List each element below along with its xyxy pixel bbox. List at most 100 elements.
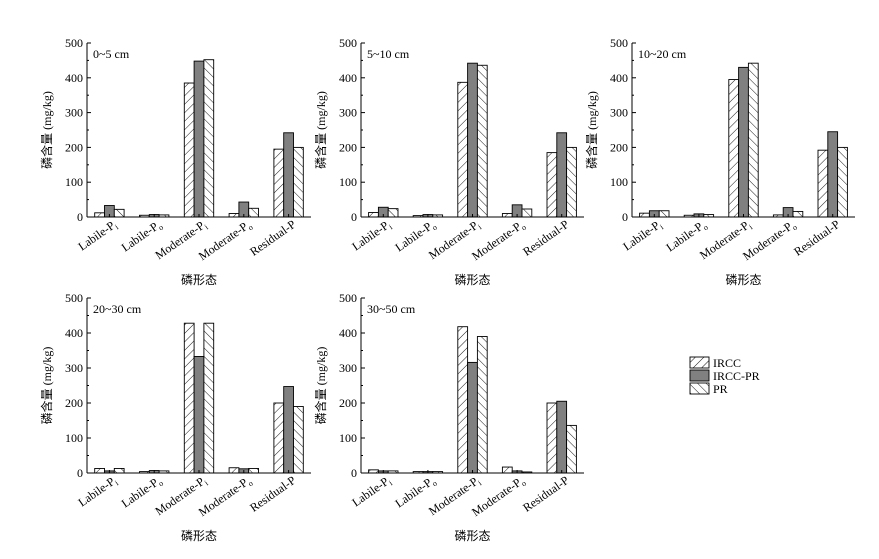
bar-pr-moderate-pi [203,59,215,218]
bar-pr-labile-pi [658,210,670,218]
bar-ircc-residual-p [546,152,558,218]
x-tick-label-subscript: i [203,222,211,231]
bar-ircc-labile-pi [368,212,379,218]
bar-ircc-pr-moderate-pi [738,66,749,218]
x-axis-label: 磷形态 [725,272,761,287]
y-tick-label: 500 [65,291,83,305]
bar-pr-moderate-po [792,210,804,218]
x-tick-label-subscript: o [430,223,438,233]
y-tick-label: 500 [339,36,357,50]
bar-ircc-pr-residual-p [283,386,294,474]
x-tick-label-subscript: o [157,479,165,489]
legend-swatch-ircc-pr [689,369,710,382]
bar-pr-moderate-pi [203,322,215,474]
y-tick-label: 0 [351,466,357,480]
y-axis-label: 磷含量 (mg/kg) [313,347,328,425]
bar-pr-moderate-po [248,207,259,218]
bar-ircc-labile-pi [639,212,650,218]
x-tick-label-subscript: o [701,223,709,233]
x-axis-label: 磷形态 [181,528,217,543]
y-tick-label: 0 [77,210,83,224]
bar-ircc-moderate-pi [183,82,195,218]
x-tick-label-main: Residual-P [520,473,571,515]
y-tick-label: 200 [339,396,357,410]
bar-ircc-residual-p [817,149,829,218]
x-tick-label-main: Residual-P [247,217,298,259]
y-tick-label: 100 [65,431,83,445]
bar-ircc-residual-p [273,402,285,474]
y-tick-label: 0 [622,210,628,224]
legend-swatch-ircc [689,356,710,369]
y-axis-label: 磷含量 (mg/kg) [39,347,54,425]
bar-pr-moderate-pi [476,64,488,218]
bar-pr-moderate-po [248,468,259,474]
bar-pr-residual-p [293,146,304,218]
x-tick-label-subscript: i [387,222,395,231]
y-tick-label: 500 [339,291,357,305]
y-tick-label: 300 [339,106,357,120]
bar-ircc-pr-moderate-pi [467,361,478,474]
bar-ircc-residual-p [546,402,558,474]
y-tick-label: 400 [610,71,628,85]
panel-4: 0100200300400500Labile-PiLabile-PoModera… [313,291,584,543]
x-tick-label-subscript: i [203,478,211,487]
x-axis-label: 磷形态 [454,272,490,287]
panel-title: 30~50 cm [367,302,416,316]
x-tick-label-subscript: i [658,222,666,231]
x-tick-label-subscript: i [113,222,121,231]
x-tick-label-subscript: i [113,478,121,487]
bar-pr-moderate-pi [476,336,488,474]
y-tick-label: 200 [610,140,628,154]
y-tick-label: 300 [339,361,357,375]
bar-ircc-moderate-pi [728,79,740,218]
bar-ircc-pr-residual-p [827,131,839,218]
y-tick-label: 100 [339,175,357,189]
panel-title: 20~30 cm [93,302,142,316]
bar-ircc-moderate-pi [183,322,195,474]
x-tick-label-subscript: o [520,223,528,233]
panel-2: 0100200300400500Labile-PiLabile-PoModera… [584,36,855,287]
y-tick-label: 500 [65,36,83,50]
bar-ircc-moderate-po [501,466,513,474]
x-tick-label-subscript: i [476,222,484,231]
y-tick-label: 300 [65,106,83,120]
bar-ircc-labile-pi [94,468,105,474]
x-tick-label: Residual-P [791,217,842,259]
y-axis-label: 磷含量 (mg/kg) [39,91,54,169]
y-tick-label: 400 [339,326,357,340]
bar-pr-labile-pi [113,468,125,474]
y-tick-label: 300 [65,361,83,375]
y-tick-label: 300 [610,106,628,120]
y-axis-label: 磷含量 (mg/kg) [584,91,599,169]
bar-pr-residual-p [566,424,577,474]
panel-title: 0~5 cm [93,47,130,61]
x-tick-label-subscript: o [246,479,254,489]
x-tick-label: Residual-P [247,217,298,259]
x-tick-label: Residual-P [520,473,571,515]
y-tick-label: 400 [65,326,83,340]
legend-label: PR [713,382,728,396]
x-tick-label-subscript: o [520,479,528,489]
bar-ircc-pr-moderate-pi [193,356,205,474]
bar-pr-residual-p [566,146,577,218]
x-tick-label-subscript: i [476,478,484,487]
y-tick-label: 0 [77,466,83,480]
bar-pr-labile-pi [387,208,399,218]
x-tick-label-subscript: o [157,223,165,233]
bar-pr-residual-p [293,406,304,474]
x-tick-label-subscript: o [791,223,799,233]
bar-ircc-moderate-po [228,467,240,474]
legend-label: IRCC [713,356,741,370]
y-tick-label: 0 [351,210,357,224]
bar-pr-moderate-pi [747,62,759,218]
y-tick-label: 400 [65,71,83,85]
legend-label: IRCC-PR [713,369,760,383]
y-tick-label: 400 [339,71,357,85]
y-tick-label: 200 [65,396,83,410]
y-tick-label: 200 [65,140,83,154]
y-tick-label: 100 [610,175,628,189]
bar-ircc-pr-residual-p [556,132,568,218]
x-tick-label-main: Residual-P [791,217,842,259]
panel-0: 0100200300400500Labile-PiLabile-PoModera… [39,36,311,287]
